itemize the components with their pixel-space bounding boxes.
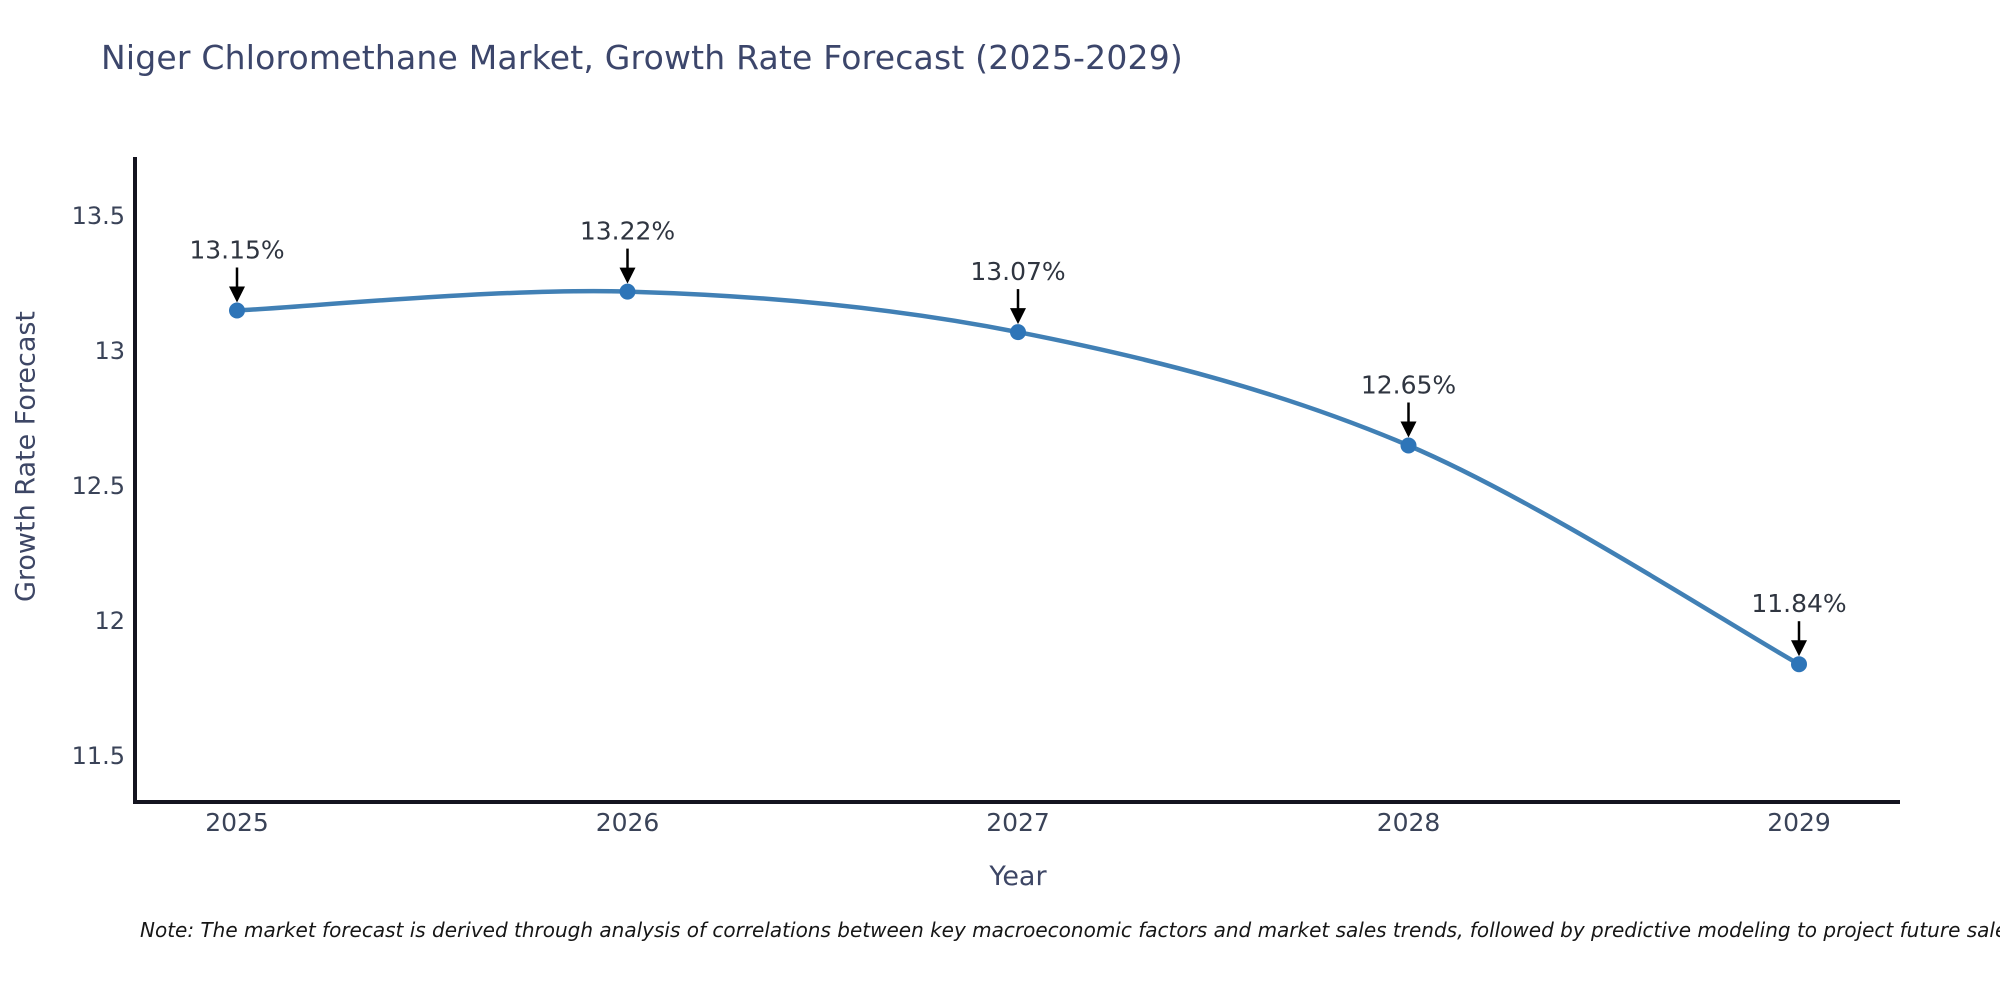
data-point-marker [619, 283, 636, 300]
x-tick-label: 2029 [1767, 808, 1831, 837]
annotation-arrowhead [229, 286, 245, 303]
annotation-arrowhead [619, 267, 636, 284]
data-point-label: 12.65% [1361, 371, 1456, 400]
y-tick-label: 12 [94, 607, 125, 635]
trend-line [234, 288, 1802, 667]
x-tick-label: 2026 [596, 808, 660, 837]
annotation-arrowhead [1010, 308, 1026, 325]
annotation-arrowhead [1791, 640, 1807, 657]
annotation-arrowhead [1400, 421, 1417, 438]
x-tick-label: 2027 [986, 808, 1050, 837]
data-point-label: 13.22% [580, 217, 675, 246]
y-tick-label: 13 [94, 337, 125, 365]
footnote: Note: The market forecast is derived thr… [140, 918, 2000, 942]
chart-title: Niger Chloromethane Market, Growth Rate … [101, 38, 1184, 77]
y-tick-label: 11.5 [72, 742, 125, 770]
y-tick-label: 13.5 [72, 202, 125, 230]
data-point-marker [1791, 656, 1807, 673]
y-tick-label: 12.5 [72, 472, 125, 500]
data-point-marker [229, 302, 245, 319]
x-axis-title: Year [989, 861, 1047, 892]
x-tick-label: 2028 [1377, 808, 1441, 837]
data-point-label: 11.84% [1751, 589, 1846, 618]
data-point-label: 13.15% [189, 236, 284, 265]
data-point-label: 13.07% [970, 257, 1065, 286]
data-point-marker [1400, 437, 1417, 454]
data-point-marker [1010, 324, 1026, 341]
x-tick-label: 2025 [205, 808, 269, 837]
